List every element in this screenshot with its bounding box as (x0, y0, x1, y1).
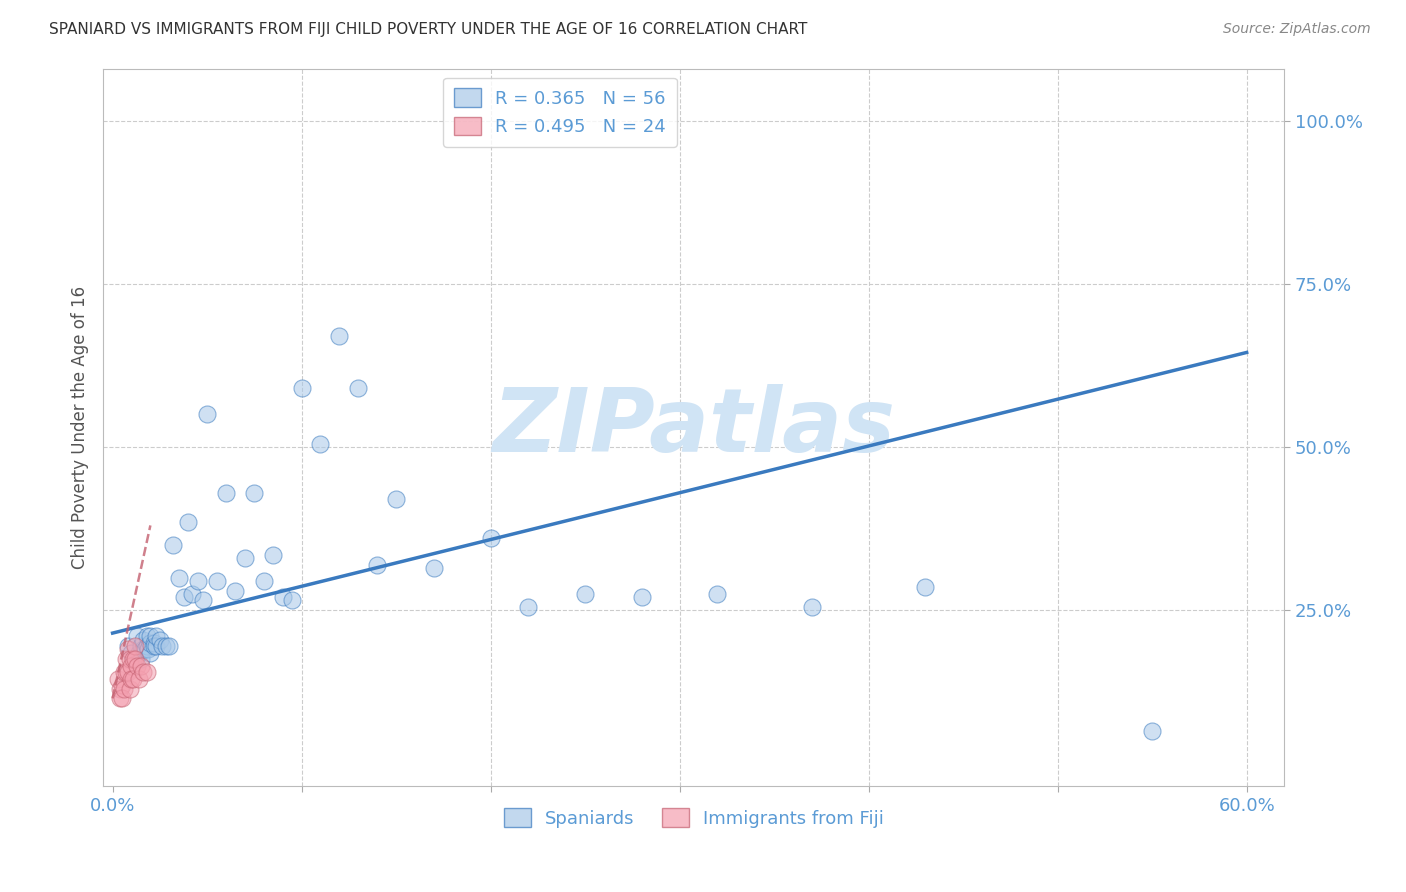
Point (108, 691, 131, 706)
Point (129, 658, 152, 673)
Point (157, 639, 180, 653)
Y-axis label: Child Poverty Under the Age of 16: Child Poverty Under the Age of 16 (72, 286, 89, 569)
Point (205, 574, 228, 588)
Point (291, 381, 314, 395)
Point (1140, 724, 1163, 739)
Point (177, 515, 200, 529)
Point (193, 593, 215, 607)
Point (224, 583, 246, 598)
Point (127, 629, 149, 643)
Point (114, 652, 136, 666)
Point (347, 381, 370, 395)
Point (135, 665, 157, 680)
Point (423, 561, 446, 575)
Point (187, 574, 209, 588)
Point (129, 639, 152, 653)
Point (139, 646, 162, 660)
Point (366, 558, 388, 572)
Point (117, 642, 139, 657)
Point (800, 599, 823, 614)
Point (121, 658, 143, 673)
Point (124, 652, 146, 666)
Point (139, 636, 162, 650)
Point (914, 581, 936, 595)
Point (122, 672, 145, 686)
Point (281, 593, 304, 607)
Point (111, 678, 134, 692)
Point (253, 574, 276, 588)
Point (574, 587, 596, 601)
Point (134, 642, 156, 657)
Point (128, 672, 150, 686)
Point (143, 639, 166, 653)
Point (517, 599, 540, 614)
Point (135, 639, 157, 653)
Point (124, 639, 146, 653)
Point (121, 672, 143, 686)
Point (129, 652, 152, 666)
Point (107, 672, 129, 686)
Point (128, 646, 150, 660)
Point (181, 587, 204, 601)
Point (111, 691, 134, 706)
Text: SPANIARD VS IMMIGRANTS FROM FIJI CHILD POVERTY UNDER THE AGE OF 16 CORRELATION C: SPANIARD VS IMMIGRANTS FROM FIJI CHILD P… (49, 22, 807, 37)
Point (167, 571, 190, 585)
Legend: Spaniards, Immigrants from Fiji: Spaniards, Immigrants from Fiji (496, 801, 891, 835)
Point (145, 639, 167, 653)
Point (139, 629, 162, 643)
Point (124, 652, 146, 666)
Point (112, 681, 135, 696)
Point (479, 532, 502, 546)
Point (118, 652, 141, 666)
Point (271, 591, 294, 605)
Point (132, 665, 155, 680)
Point (309, 437, 332, 451)
Point (155, 639, 177, 653)
Point (162, 538, 184, 552)
Point (127, 658, 149, 673)
Point (385, 492, 408, 507)
Text: Source: ZipAtlas.com: Source: ZipAtlas.com (1223, 22, 1371, 37)
Point (143, 636, 166, 650)
Point (138, 642, 160, 657)
Point (117, 639, 139, 653)
Point (328, 329, 350, 343)
Point (149, 632, 172, 647)
Point (132, 632, 155, 647)
Point (112, 665, 135, 680)
Point (195, 408, 218, 422)
Text: ZIPatlas: ZIPatlas (492, 384, 896, 471)
Point (145, 629, 167, 643)
Point (243, 485, 266, 500)
Point (132, 642, 155, 657)
Point (121, 646, 143, 660)
Point (108, 681, 131, 696)
Point (706, 587, 728, 601)
Point (135, 629, 157, 643)
Point (114, 665, 136, 680)
Point (117, 665, 139, 680)
Point (118, 681, 141, 696)
Point (173, 591, 195, 605)
Point (630, 591, 652, 605)
Point (262, 548, 284, 562)
Point (150, 639, 173, 653)
Point (122, 652, 145, 666)
Point (215, 485, 238, 500)
Point (233, 551, 256, 566)
